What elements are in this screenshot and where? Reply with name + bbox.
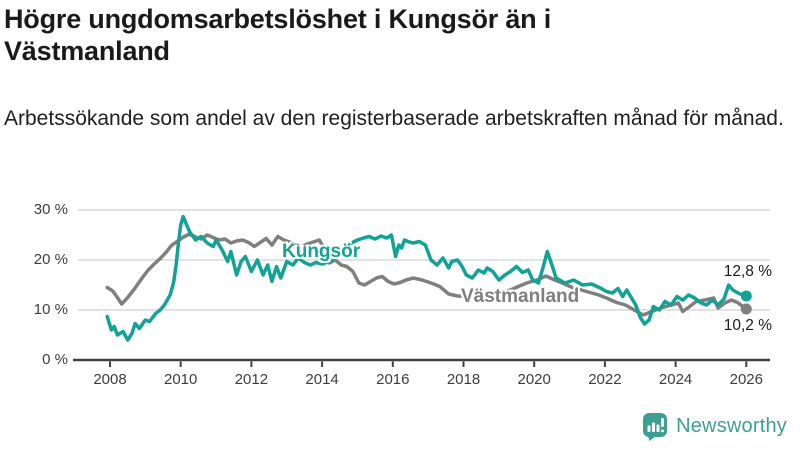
series-label-vastmanland: Västmanland (461, 286, 580, 307)
end-value-vastmanland: 10,2 % (723, 317, 772, 334)
newsworthy-wordmark: Newsworthy (676, 415, 787, 437)
newsworthy-logo[interactable]: Newsworthy (642, 412, 787, 441)
x-axis-tick-label: 2008 (93, 371, 127, 388)
series-line-kungsör (105, 214, 749, 342)
x-axis-tick-label: 2018 (446, 371, 481, 388)
page-title: Högre ungdomsarbetslöshet i Kungsör än i… (4, 4, 552, 67)
x-axis-tick-label: 2016 (376, 371, 410, 388)
series-label-kungsor: Kungsör (282, 241, 361, 262)
newsworthy-icon (643, 413, 668, 441)
x-axis-tick-label: 2012 (234, 371, 269, 388)
x-axis-tick-label: 2020 (517, 371, 551, 388)
x-axis-tick-label: 2010 (164, 371, 198, 388)
chart-subtitle: Arbetssökande som andel av den registerb… (4, 107, 784, 130)
x-axis-tick-label: 2022 (588, 371, 622, 388)
y-axis-tick-label: 10 % (33, 301, 68, 318)
x-axis-tick-label: 2024 (658, 371, 693, 388)
y-axis-tick-label: 20 % (33, 251, 68, 268)
y-axis-tick-label: 0 % (42, 351, 68, 368)
series-endpoint-västmanland (740, 303, 752, 315)
x-axis-tick-label: 2026 (729, 371, 763, 388)
end-value-kungsor: 12,8 % (723, 263, 772, 280)
y-axis-tick-label: 30 % (33, 201, 68, 218)
series-endpoint-kungsör (740, 290, 752, 302)
x-axis-tick-label: 2014 (305, 371, 339, 388)
